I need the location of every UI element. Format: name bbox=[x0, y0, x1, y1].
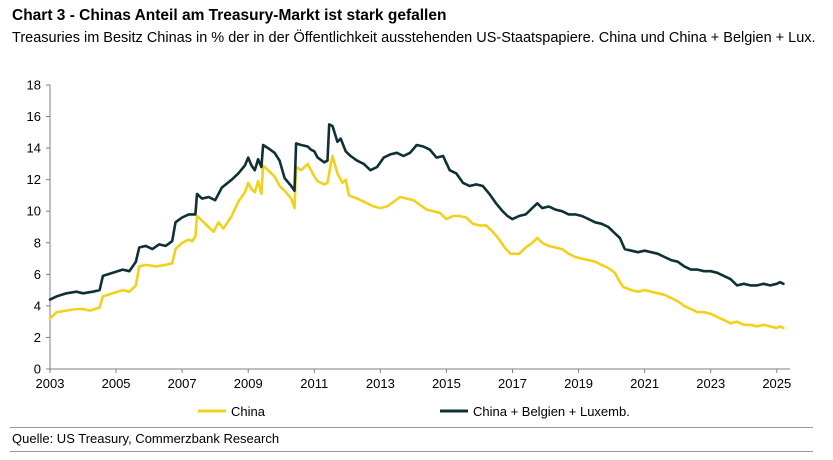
y-tick-label: 2 bbox=[34, 330, 41, 345]
x-tick-label: 2017 bbox=[498, 376, 527, 391]
y-tick-label: 6 bbox=[34, 267, 41, 282]
x-tick-label: 2009 bbox=[234, 376, 263, 391]
x-tick-label: 2013 bbox=[366, 376, 395, 391]
y-tick-label: 12 bbox=[27, 172, 41, 187]
y-tick-label: 4 bbox=[34, 298, 41, 313]
x-tick-label: 2025 bbox=[762, 376, 791, 391]
divider-bottom bbox=[10, 451, 813, 452]
y-tick-label: 14 bbox=[27, 141, 41, 156]
chart-title: Chart 3 - Chinas Anteil am Treasury-Mark… bbox=[12, 7, 447, 24]
x-tick-label: 2021 bbox=[630, 376, 659, 391]
y-tick-label: 10 bbox=[27, 204, 41, 219]
series-line-0 bbox=[48, 154, 785, 330]
x-tick-label: 2019 bbox=[564, 376, 593, 391]
x-tick-label: 2007 bbox=[168, 376, 197, 391]
legend-label-1: China + Belgien + Luxemb. bbox=[473, 404, 630, 419]
y-tick-label: 0 bbox=[34, 362, 41, 377]
series-line-1 bbox=[48, 123, 785, 301]
chart-axes: 0 2 4 6 8 10 12 14 16 18 2003 2005 2007 2009 2011 2013 2… bbox=[27, 78, 792, 392]
chart-legend: China China + Belgien + Luxemb. bbox=[198, 404, 630, 419]
source-note: Quelle: US Treasury, Commerzbank Researc… bbox=[12, 431, 280, 446]
y-tick-label: 16 bbox=[27, 109, 41, 124]
y-tick-label: 18 bbox=[27, 78, 41, 93]
x-tick-label: 2003 bbox=[36, 376, 65, 391]
divider-top bbox=[10, 427, 813, 428]
chart-subtitle: Treasuries im Besitz Chinas in % der in … bbox=[12, 30, 816, 46]
chart-lines bbox=[48, 123, 785, 330]
x-tick-label: 2005 bbox=[102, 376, 131, 391]
x-tick-label: 2023 bbox=[696, 376, 725, 391]
x-tick-label: 2015 bbox=[432, 376, 461, 391]
x-tick-label: 2011 bbox=[300, 376, 328, 391]
y-tick-label: 8 bbox=[34, 235, 41, 250]
legend-label-0: China bbox=[231, 404, 266, 419]
